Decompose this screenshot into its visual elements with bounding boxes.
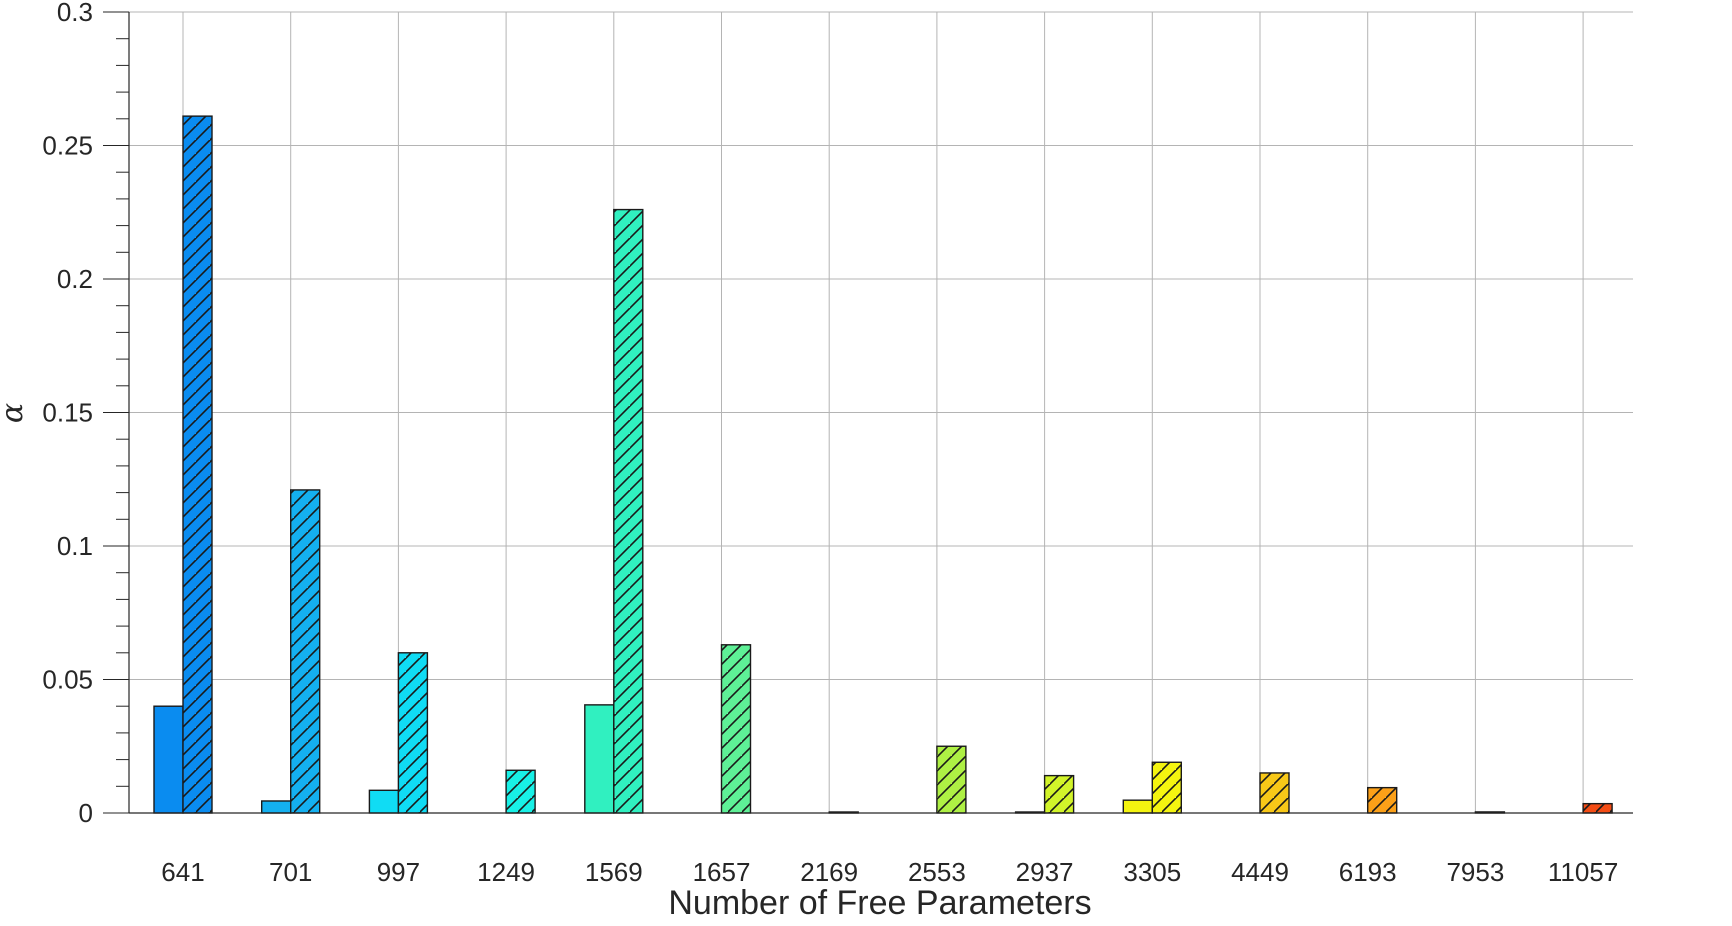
y-tick-label: 0.15 — [42, 398, 93, 428]
bars — [153, 115, 1613, 814]
x-tick-label: 701 — [269, 857, 312, 887]
bar-hatched — [1582, 802, 1613, 814]
bar-hatched — [505, 769, 536, 814]
y-tick-label: 0.05 — [42, 665, 93, 695]
x-tick-label: 2937 — [1016, 857, 1074, 887]
x-tick-label: 4449 — [1231, 857, 1289, 887]
bar-hatched — [1043, 774, 1075, 814]
x-tick-label: 1569 — [585, 857, 643, 887]
bar-solid — [584, 704, 615, 814]
x-tick-label: 1249 — [477, 857, 535, 887]
bar-hatched — [1366, 786, 1398, 814]
y-tick-label: 0.1 — [57, 531, 93, 561]
bar-hatched — [290, 489, 321, 814]
x-axis-title: Number of Free Parameters — [668, 884, 1091, 922]
bar-hatched — [1259, 772, 1290, 814]
bar-hatched — [613, 208, 644, 814]
x-tick-label: 997 — [377, 857, 420, 887]
y-tick-label: 0.25 — [42, 131, 93, 161]
axes: 0 0.05 0.1 0.15 0.2 0.25 0.3 641 701 997 1249 1569 1… — [42, 0, 1633, 887]
grid — [129, 11, 1633, 814]
x-tick-label: 3305 — [1123, 857, 1181, 887]
x-tick-label: 641 — [161, 857, 204, 887]
bar-solid — [1122, 799, 1154, 814]
x-tick-label: 2169 — [800, 857, 858, 887]
bar-solid — [153, 705, 184, 814]
y-tick-label: 0 — [79, 798, 93, 828]
x-tick-label: 2553 — [908, 857, 966, 887]
x-tick-label: 7953 — [1446, 857, 1504, 887]
bar-hatched — [720, 644, 752, 814]
y-tick-label: 0.2 — [57, 264, 93, 294]
y-tick-label: 0.3 — [57, 0, 93, 27]
bar-solid — [261, 800, 292, 814]
bar-hatched — [936, 745, 967, 814]
bar-hatched — [1151, 761, 1183, 814]
bar-solid — [368, 789, 400, 814]
bar-hatched — [397, 652, 429, 814]
bar-hatched — [182, 115, 213, 814]
x-tick-label: 6193 — [1339, 857, 1397, 887]
y-axis-title: α — [0, 403, 30, 423]
x-tick-label: 1657 — [693, 857, 751, 887]
x-tick-label: 11057 — [1548, 857, 1618, 887]
